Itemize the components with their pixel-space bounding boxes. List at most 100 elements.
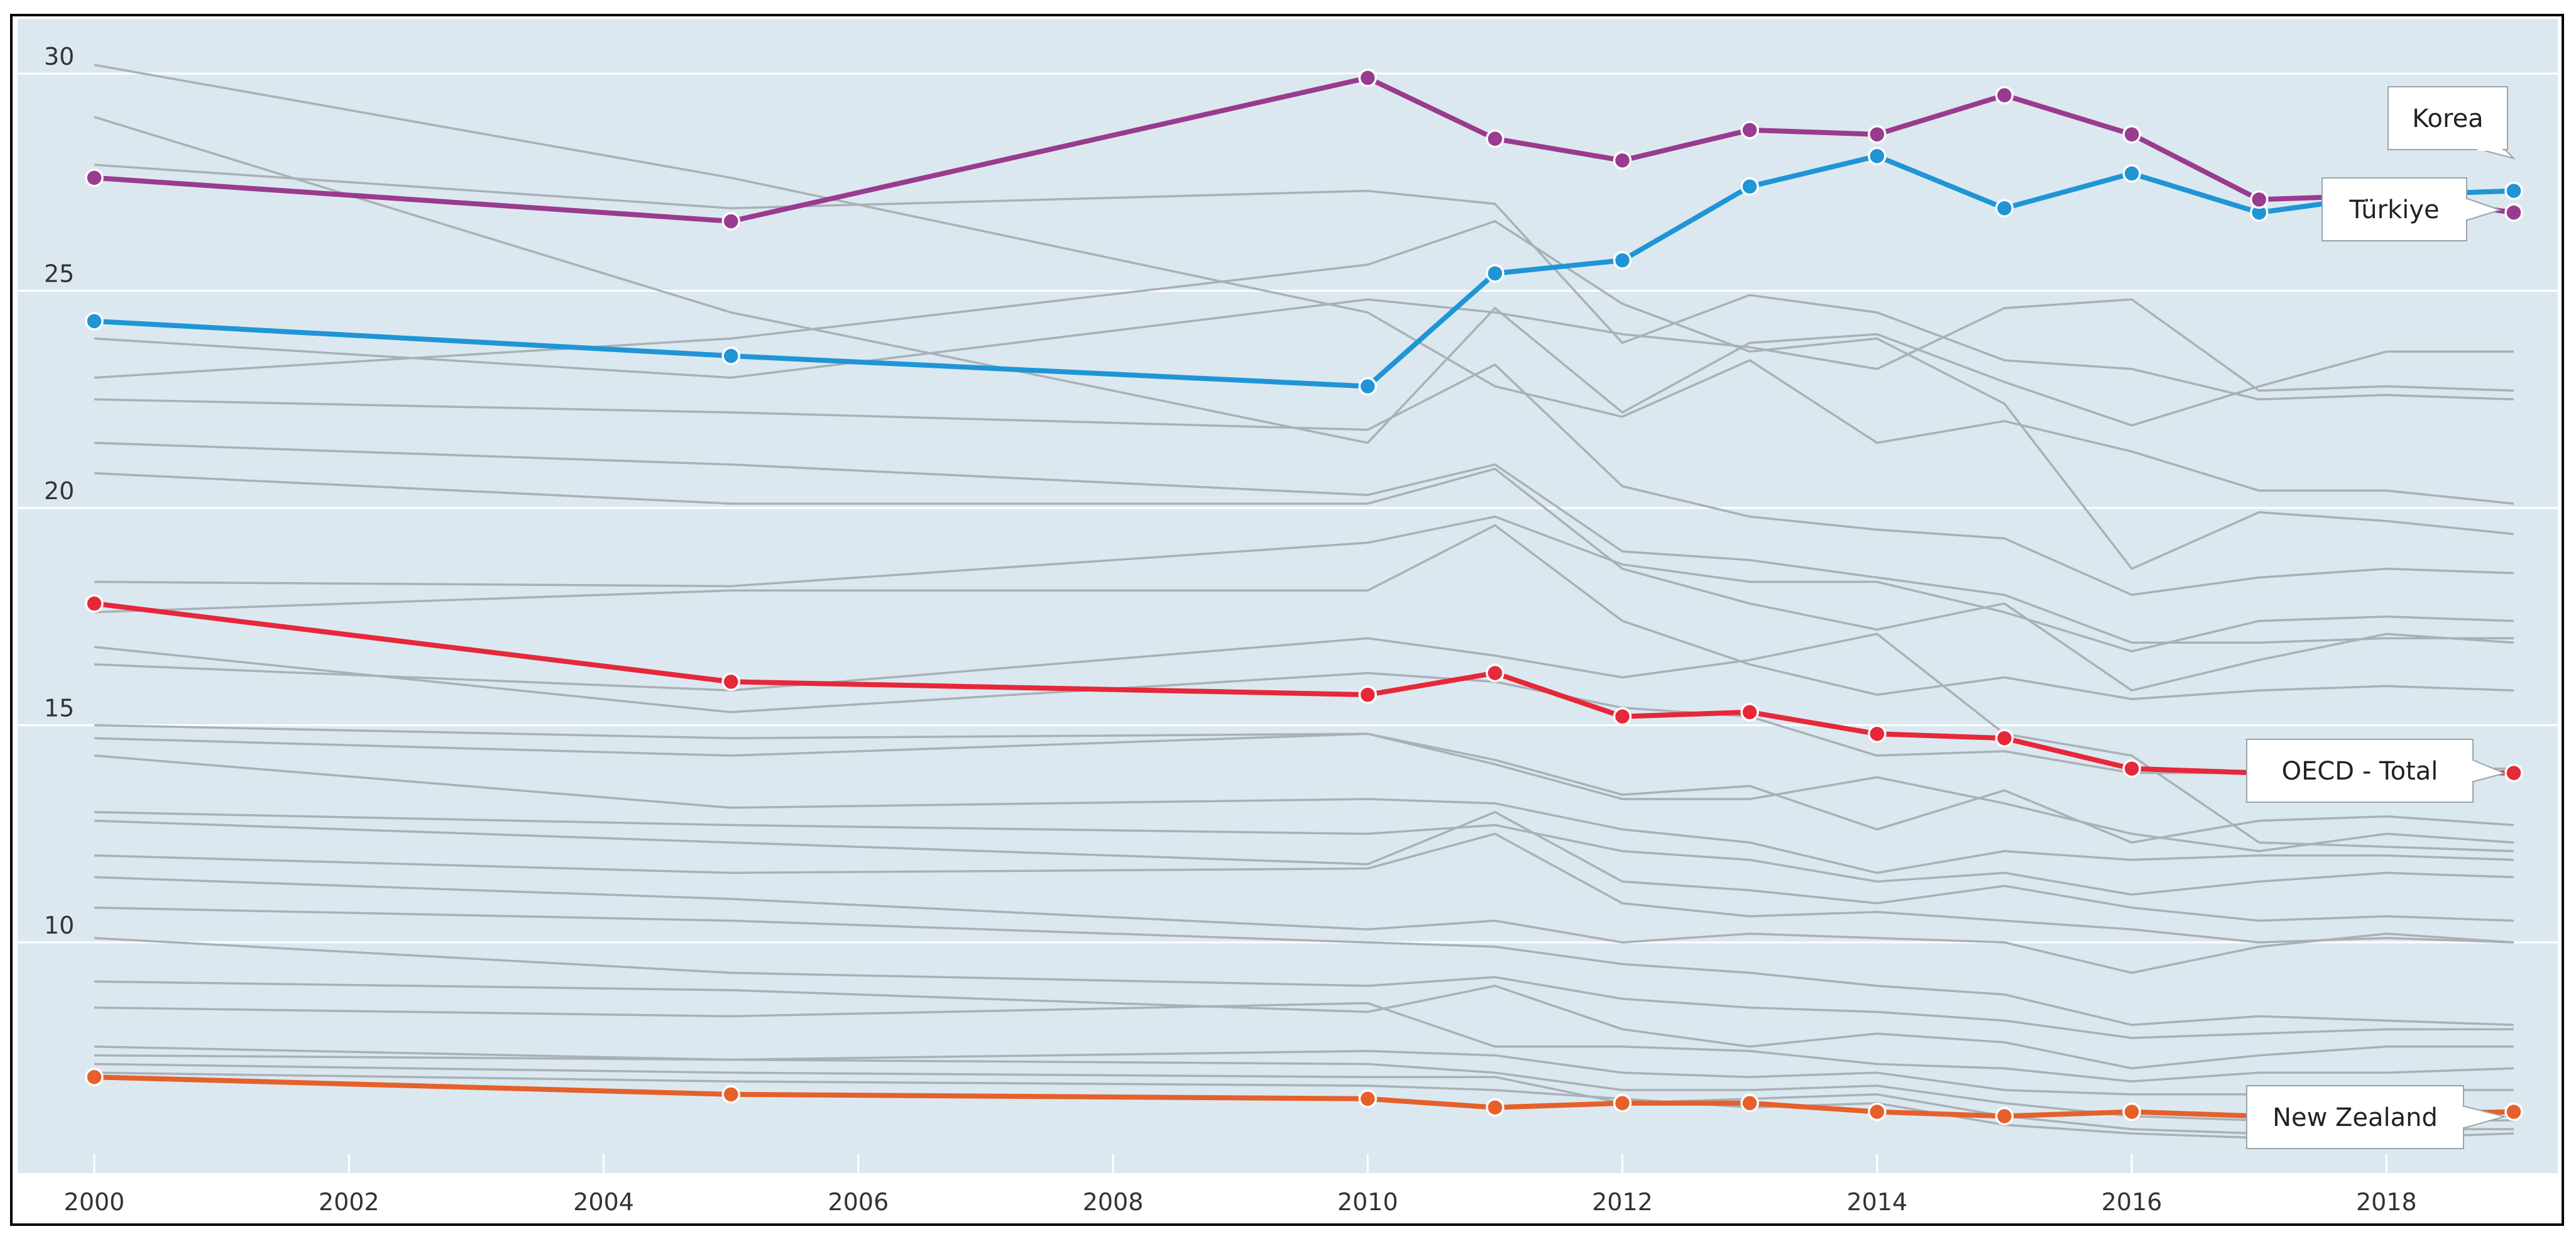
data-point-new-zealand[interactable] xyxy=(721,1085,740,1104)
series-line-country-i[interactable] xyxy=(94,516,2514,653)
series-line-country-b[interactable] xyxy=(94,116,2514,444)
callout-label: Korea xyxy=(2412,104,2483,133)
series-line-country-g[interactable] xyxy=(94,441,2514,644)
data-point-korea[interactable] xyxy=(2504,203,2523,222)
series-line-country-c[interactable] xyxy=(94,163,2514,401)
series-line-country-n[interactable] xyxy=(94,732,2514,852)
data-point-turkiye[interactable] xyxy=(1995,199,2014,218)
y-tick-label: 25 xyxy=(44,260,74,288)
series-line-country-r[interactable] xyxy=(94,832,2514,944)
series-line-country-f[interactable] xyxy=(94,363,2514,596)
callout-box xyxy=(2246,1085,2464,1149)
series-line-country-a[interactable] xyxy=(94,63,2514,505)
series-line-country-v[interactable] xyxy=(94,980,2514,1070)
data-point-korea[interactable] xyxy=(2249,190,2269,209)
callout-label: Türkiye xyxy=(2349,196,2439,224)
callout-label: New Zealand xyxy=(2272,1103,2438,1132)
data-point-oecd-total[interactable] xyxy=(721,672,740,692)
x-tick-label: 2010 xyxy=(1337,1188,1398,1216)
data-point-oecd-total[interactable] xyxy=(85,594,104,613)
data-point-oecd-total[interactable] xyxy=(1358,685,1378,704)
data-point-korea[interactable] xyxy=(1358,69,1378,87)
callout-box xyxy=(2321,177,2467,241)
data-point-korea[interactable] xyxy=(2122,124,2141,144)
series-line-country-h[interactable] xyxy=(94,468,2514,692)
data-point-oecd-total[interactable] xyxy=(2504,763,2523,783)
data-point-korea[interactable] xyxy=(1613,151,1632,170)
callout-korea: Korea xyxy=(2387,86,2516,160)
y-tick-label: 10 xyxy=(44,912,74,939)
y-tick-label: 30 xyxy=(44,43,74,70)
data-point-korea[interactable] xyxy=(1486,129,1504,148)
data-point-new-zealand[interactable] xyxy=(1740,1093,1759,1113)
x-tick-label: 2012 xyxy=(1592,1188,1653,1216)
callout-turkiye: Türkiye xyxy=(2321,177,2502,241)
data-point-oecd-total[interactable] xyxy=(1613,707,1632,726)
series-line-country-t[interactable] xyxy=(94,906,2514,1027)
series-line-country-m[interactable] xyxy=(94,724,2514,844)
callout-box xyxy=(2387,86,2508,150)
data-point-korea[interactable] xyxy=(1740,121,1759,140)
data-point-oecd-total[interactable] xyxy=(1486,663,1504,683)
x-tick-label: 2000 xyxy=(64,1188,125,1216)
x-tick-label: 2004 xyxy=(573,1188,634,1216)
x-tick-label: 2002 xyxy=(319,1188,380,1216)
series-line-country-j[interactable] xyxy=(94,524,2514,700)
callout-box xyxy=(2246,739,2474,803)
data-point-oecd-total[interactable] xyxy=(2122,759,2141,778)
data-point-turkiye[interactable] xyxy=(1613,251,1632,270)
data-point-new-zealand[interactable] xyxy=(1868,1102,1887,1122)
data-point-korea[interactable] xyxy=(85,168,104,187)
x-tick-label: 2014 xyxy=(1846,1188,1907,1216)
data-point-korea[interactable] xyxy=(1868,124,1887,144)
data-point-new-zealand[interactable] xyxy=(1486,1098,1504,1117)
data-point-turkiye[interactable] xyxy=(1868,146,1887,166)
series-line-country-l[interactable] xyxy=(94,632,2514,852)
data-point-oecd-total[interactable] xyxy=(1995,729,2014,747)
data-point-turkiye[interactable] xyxy=(1740,177,1759,196)
series-line-country-u[interactable] xyxy=(94,937,2514,1039)
x-axis-labels: 2000 2002 2004 2006 2008 2010 2012 2014 2016 2018 xyxy=(64,1188,2417,1216)
data-point-new-zealand[interactable] xyxy=(85,1067,104,1086)
series-line-country-w[interactable] xyxy=(94,1001,2514,1083)
data-point-oecd-total[interactable] xyxy=(1868,724,1887,744)
x-tick-label: 2016 xyxy=(2102,1188,2162,1216)
data-point-new-zealand[interactable] xyxy=(2504,1102,2523,1122)
callout-label: OECD - Total xyxy=(2282,757,2438,786)
data-point-turkiye[interactable] xyxy=(2122,164,2141,183)
background-series xyxy=(94,63,2514,1139)
data-point-new-zealand[interactable] xyxy=(1613,1093,1632,1113)
series-line-turkiye[interactable] xyxy=(94,153,2514,389)
data-point-turkiye[interactable] xyxy=(1358,377,1378,396)
callout-oecd-total: OECD - Total xyxy=(2246,739,2507,803)
callout-new-zealand: New Zealand xyxy=(2246,1085,2507,1149)
data-point-turkiye[interactable] xyxy=(85,312,104,331)
data-point-oecd-total[interactable] xyxy=(1740,703,1759,722)
data-point-turkiye[interactable] xyxy=(1486,264,1504,283)
data-point-korea[interactable] xyxy=(1995,85,2014,105)
series-line-country-p[interactable] xyxy=(94,810,2514,896)
series-callouts: Korea Türkiye OECD - Total New Zealand xyxy=(2246,86,2516,1149)
series-line-country-s[interactable] xyxy=(94,876,2514,974)
plot-area xyxy=(18,19,2558,1173)
data-point-turkiye[interactable] xyxy=(721,346,740,365)
y-axis-labels: 10 15 20 25 30 xyxy=(44,43,74,939)
data-point-turkiye[interactable] xyxy=(2504,181,2523,201)
y-tick-label: 20 xyxy=(44,477,74,505)
series-line-country-q[interactable] xyxy=(94,810,2514,922)
x-tick-label: 2006 xyxy=(828,1188,889,1216)
data-point-new-zealand[interactable] xyxy=(2122,1102,2141,1122)
series-line-korea[interactable] xyxy=(94,75,2514,224)
x-tick-label: 2008 xyxy=(1083,1188,1144,1216)
data-point-korea[interactable] xyxy=(721,212,740,231)
series-new-zealand xyxy=(85,1067,2523,1126)
series-line-country-d[interactable] xyxy=(94,298,2514,392)
x-tick-label: 2018 xyxy=(2356,1188,2417,1216)
data-point-new-zealand[interactable] xyxy=(1358,1089,1378,1108)
series-oecd-total xyxy=(85,594,2523,783)
series-line-country-e[interactable] xyxy=(94,220,2514,570)
data-point-new-zealand[interactable] xyxy=(1995,1106,2014,1126)
series-line-country-o[interactable] xyxy=(94,754,2514,874)
